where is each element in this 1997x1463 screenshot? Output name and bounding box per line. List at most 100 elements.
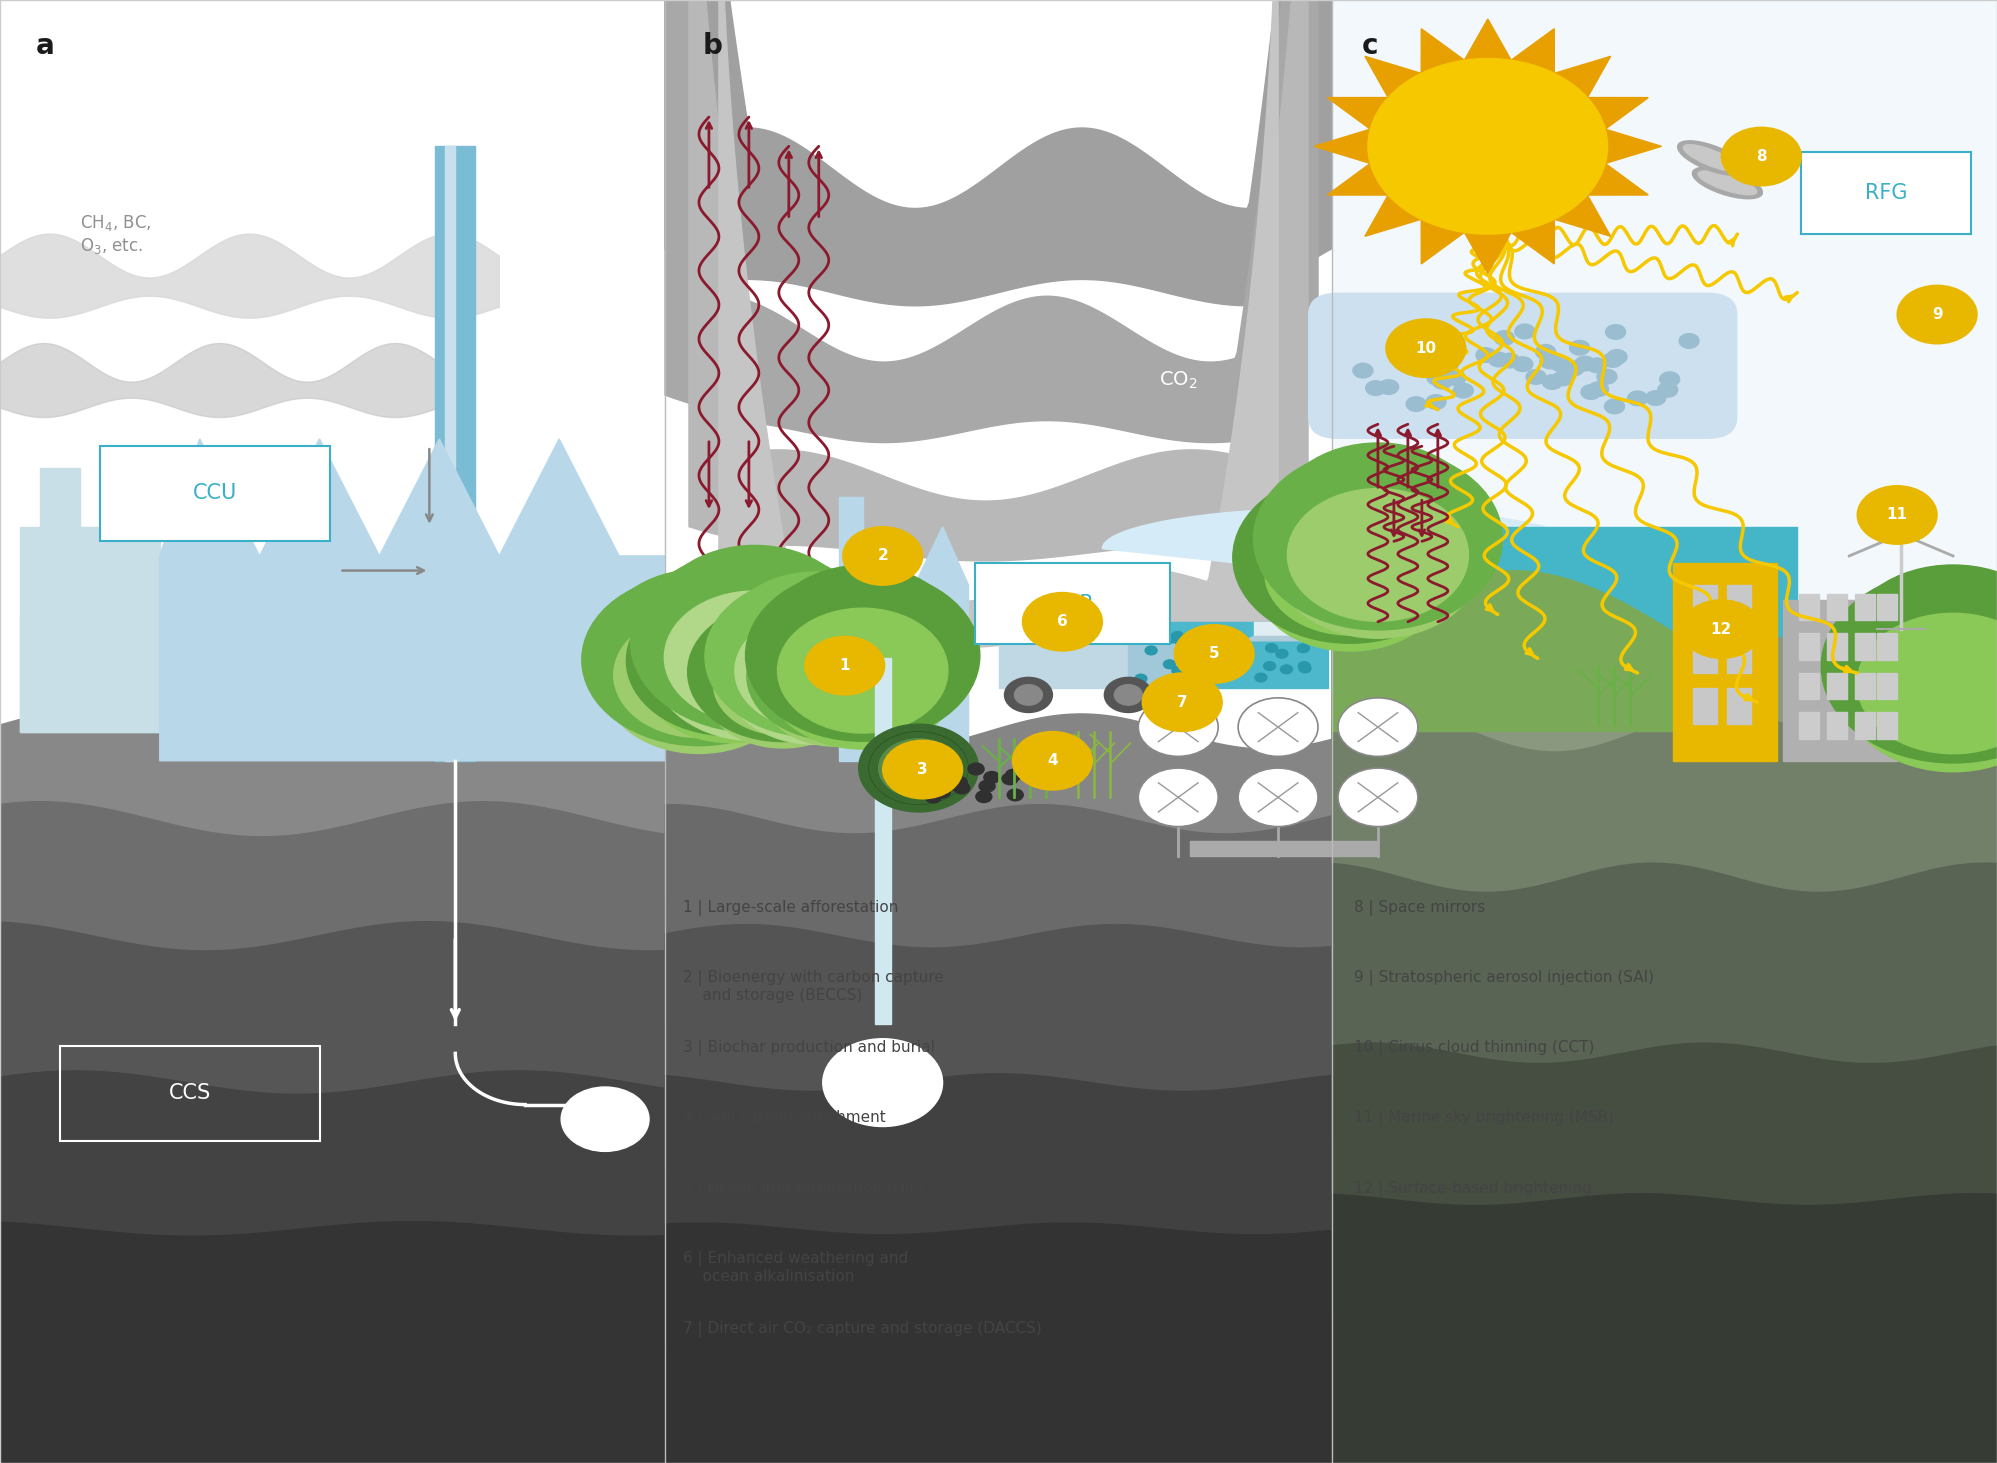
- Circle shape: [1114, 685, 1142, 705]
- Text: CCS: CCS: [168, 1083, 212, 1103]
- Polygon shape: [1190, 841, 1378, 856]
- Polygon shape: [1727, 688, 1751, 724]
- Circle shape: [947, 778, 963, 790]
- Polygon shape: [0, 234, 499, 317]
- Circle shape: [1442, 345, 1462, 360]
- Text: CH$_4$, BC,
O$_3$, etc.: CH$_4$, BC, O$_3$, etc.: [80, 212, 152, 256]
- Polygon shape: [1799, 673, 1819, 699]
- Circle shape: [899, 753, 939, 783]
- Circle shape: [771, 641, 899, 734]
- Bar: [665, 0, 1332, 761]
- Polygon shape: [1102, 508, 1582, 600]
- Ellipse shape: [1717, 148, 1789, 174]
- Polygon shape: [1332, 1043, 1997, 1317]
- Polygon shape: [1855, 594, 1875, 620]
- Circle shape: [1298, 664, 1310, 673]
- Circle shape: [1432, 375, 1452, 389]
- Circle shape: [883, 740, 963, 799]
- Circle shape: [1022, 593, 1102, 651]
- Circle shape: [921, 775, 937, 787]
- Polygon shape: [1941, 707, 1965, 739]
- Polygon shape: [20, 614, 160, 732]
- Circle shape: [1174, 636, 1186, 645]
- Polygon shape: [160, 439, 665, 761]
- Circle shape: [1264, 511, 1436, 635]
- Circle shape: [1588, 382, 1608, 396]
- Polygon shape: [665, 0, 1318, 442]
- Circle shape: [1681, 600, 1761, 658]
- Circle shape: [931, 768, 947, 780]
- Circle shape: [1254, 448, 1502, 631]
- Circle shape: [1378, 380, 1398, 395]
- Circle shape: [1298, 632, 1310, 641]
- Circle shape: [933, 770, 949, 781]
- Text: 5 | Ocean iron fertilisation (OIF): 5 | Ocean iron fertilisation (OIF): [683, 1181, 925, 1197]
- Circle shape: [1216, 639, 1228, 648]
- Circle shape: [1288, 489, 1468, 622]
- Circle shape: [705, 633, 861, 748]
- Polygon shape: [1332, 863, 1997, 1141]
- Circle shape: [955, 783, 971, 794]
- Text: b: b: [703, 32, 723, 60]
- Circle shape: [655, 619, 803, 729]
- Circle shape: [1006, 789, 1022, 800]
- Circle shape: [925, 791, 941, 803]
- Circle shape: [1857, 486, 1937, 544]
- Circle shape: [561, 1087, 649, 1151]
- Polygon shape: [998, 636, 1158, 688]
- Circle shape: [1254, 511, 1446, 651]
- Circle shape: [653, 591, 857, 740]
- Circle shape: [1280, 666, 1292, 674]
- Circle shape: [613, 613, 785, 737]
- Polygon shape: [1877, 633, 1897, 660]
- Circle shape: [1494, 331, 1514, 345]
- Circle shape: [1582, 385, 1602, 399]
- Circle shape: [1338, 768, 1418, 827]
- Circle shape: [603, 613, 795, 753]
- Circle shape: [1166, 674, 1178, 683]
- Circle shape: [805, 636, 885, 695]
- Circle shape: [1164, 635, 1176, 644]
- Circle shape: [725, 572, 905, 704]
- Circle shape: [939, 762, 955, 774]
- Polygon shape: [1855, 673, 1875, 699]
- Text: 9: 9: [1931, 307, 1943, 322]
- Circle shape: [1186, 650, 1198, 658]
- Polygon shape: [1877, 673, 1897, 699]
- Circle shape: [1232, 471, 1468, 644]
- Circle shape: [1338, 698, 1418, 756]
- Circle shape: [979, 780, 995, 791]
- Text: 11 | Marine sky brightening (MSB): 11 | Marine sky brightening (MSB): [1354, 1110, 1614, 1127]
- Polygon shape: [0, 1071, 665, 1346]
- Circle shape: [1608, 350, 1628, 364]
- Circle shape: [1679, 334, 1699, 348]
- Circle shape: [1366, 380, 1386, 395]
- Polygon shape: [1693, 688, 1717, 724]
- Circle shape: [687, 603, 879, 742]
- Circle shape: [665, 591, 845, 724]
- Circle shape: [1606, 325, 1626, 339]
- Circle shape: [653, 546, 857, 695]
- Text: a: a: [36, 32, 54, 60]
- Circle shape: [1368, 59, 1608, 234]
- Circle shape: [1298, 661, 1310, 670]
- Circle shape: [1254, 467, 1446, 607]
- Polygon shape: [863, 527, 969, 761]
- Text: CO$_2$: CO$_2$: [1158, 370, 1198, 391]
- Polygon shape: [1693, 585, 1717, 622]
- Text: c: c: [1362, 32, 1378, 60]
- Circle shape: [1570, 341, 1590, 356]
- Circle shape: [1721, 127, 1801, 186]
- Polygon shape: [1693, 636, 1717, 673]
- Text: 5: 5: [1208, 647, 1220, 661]
- Polygon shape: [1855, 633, 1875, 660]
- Circle shape: [1488, 353, 1508, 367]
- Circle shape: [1174, 667, 1186, 676]
- Circle shape: [935, 786, 951, 797]
- Polygon shape: [1799, 594, 1819, 620]
- Circle shape: [1004, 677, 1052, 712]
- Circle shape: [1436, 329, 1456, 344]
- Polygon shape: [839, 497, 863, 761]
- Circle shape: [1426, 395, 1446, 410]
- FancyBboxPatch shape: [1308, 293, 1737, 439]
